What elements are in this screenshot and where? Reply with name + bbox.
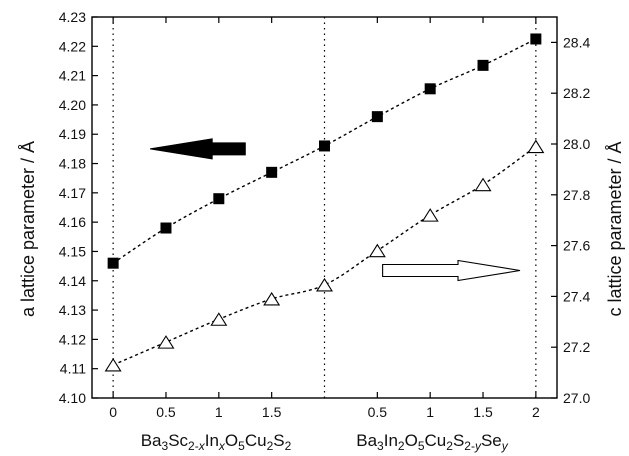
left-y-axis: 4.10 4.11 4.12 4.13 4.14 4.15 4.16 4.17 4.18 4.19… <box>59 9 98 406</box>
x-axis-title-part: 2 <box>446 439 453 453</box>
triangle-marker <box>368 243 386 258</box>
x-axis-title-part: Cu <box>425 431 447 450</box>
left-y-tick-label: 4.15 <box>59 243 86 259</box>
trend-line-right <box>112 145 537 366</box>
square-marker <box>266 166 278 178</box>
triangle-marker <box>104 357 122 372</box>
x-axis-title-part: 2 <box>267 439 274 453</box>
right-y-tick-label: 27.8 <box>563 187 590 203</box>
x-axis-title-part: 5 <box>238 439 245 453</box>
right-y-tick-label: 27.0 <box>563 390 590 406</box>
right-y-tick-label: 28.4 <box>563 34 590 50</box>
x-axis-title-part: x <box>198 439 206 453</box>
square-marker <box>477 59 489 71</box>
square-marker <box>213 193 225 205</box>
triangle-marker <box>210 312 228 326</box>
x-axis-title-part: y <box>501 439 509 453</box>
x-axis-title-part: 2 <box>398 439 405 453</box>
right-y-tick-label: 27.2 <box>563 339 590 355</box>
square-marker <box>160 222 172 234</box>
left-y-axis-title: a lattice parameter / Å <box>18 141 38 317</box>
x-axis-title-part: 2- <box>188 439 199 453</box>
right-y-tick-label: 27.6 <box>563 238 590 254</box>
x-tick-label: 0.5 <box>156 404 176 420</box>
x-axis-title-part: 2- <box>464 439 475 453</box>
left-y-tick-label: 4.11 <box>60 361 86 377</box>
x-axis-title-part: Cu <box>245 431 267 450</box>
x-axis-title-part: 3 <box>162 439 169 453</box>
left-y-tick-label: 4.10 <box>59 390 86 406</box>
left-y-tick-label: 4.13 <box>59 302 86 318</box>
left-y-tick-label: 4.14 <box>59 273 86 289</box>
right-y-tick-label: 28.0 <box>563 136 590 152</box>
x-axis-title-part: 5 <box>418 439 425 453</box>
left-y-tick-label: 4.21 <box>59 68 86 84</box>
x-axis-title-part: x <box>218 439 226 453</box>
arrow-left <box>150 138 246 160</box>
x-tick-label: 1.5 <box>473 404 493 420</box>
square-marker <box>424 83 436 95</box>
triangle-marker <box>474 177 492 192</box>
x-axis-title-part: Ba <box>356 431 377 450</box>
left-y-tick-label: 4.23 <box>59 9 86 25</box>
triangle-marker <box>527 139 545 154</box>
x-axis-title-part: Se <box>481 431 502 450</box>
left-y-tick-label: 4.19 <box>59 126 86 142</box>
x-axis-title-left: Ba3Sc2-xInxO5Cu2S2 <box>141 431 292 453</box>
right-y-tick-label: 28.2 <box>563 85 590 101</box>
square-marker <box>371 111 383 123</box>
x-axis-title-part: S <box>453 431 464 450</box>
right-y-axis-title: c lattice parameter / Å <box>605 141 625 316</box>
x-tick-label: 1 <box>215 404 223 420</box>
right-y-tick-label: 27.4 <box>563 288 590 304</box>
left-y-tick-label: 4.17 <box>59 185 86 201</box>
triangle-marker <box>263 291 281 306</box>
x-axis-title-part: O <box>405 431 418 450</box>
triangle-marker <box>157 335 175 349</box>
x-axis-title-part: 3 <box>377 439 384 453</box>
data-markers <box>104 33 545 372</box>
x-axis-title-part: y <box>474 439 482 453</box>
dashed-trend-lines <box>112 38 537 366</box>
arrow-right <box>382 259 521 282</box>
x-axis-title-right: Ba3In2O5Cu2S2-ySey <box>356 431 509 453</box>
x-axis-title-part: Sc <box>168 431 188 450</box>
square-marker <box>530 33 542 45</box>
square-marker <box>319 140 330 152</box>
x-tick-label: 2 <box>532 404 540 420</box>
x-axis-title-part: S <box>273 431 284 450</box>
x-axis-title-part: Ba <box>141 431 162 450</box>
left-y-tick-label: 4.20 <box>59 97 86 113</box>
left-y-tick-label: 4.12 <box>59 331 86 347</box>
x-tick-label: 0 <box>109 404 117 420</box>
right-y-axis: 27.0 27.2 27.4 27.6 27.8 28.0 28.2 28.4 <box>551 34 590 406</box>
triangle-marker <box>316 277 333 292</box>
axis-indicator-arrows <box>150 138 521 282</box>
left-y-tick-label: 4.16 <box>59 214 86 230</box>
x-axis-title-part: O <box>225 431 238 450</box>
x-tick-label: 0.5 <box>368 404 388 420</box>
x-axis-title-part: In <box>384 431 398 450</box>
x-tick-label: 1 <box>426 404 434 420</box>
x-axis: 0 0.5 1 1.5 0.5 1 1.5 2 <box>109 17 540 420</box>
dotted-reference-lines <box>112 17 537 398</box>
x-tick-label: 1.5 <box>262 404 282 420</box>
plot-frame <box>91 16 558 399</box>
left-y-tick-label: 4.18 <box>59 156 86 172</box>
x-axis-title-part: In <box>205 431 219 450</box>
x-axis-title-part: 2 <box>285 439 292 453</box>
triangle-marker <box>421 208 439 222</box>
square-marker <box>107 257 119 269</box>
left-y-tick-label: 4.22 <box>59 38 86 54</box>
